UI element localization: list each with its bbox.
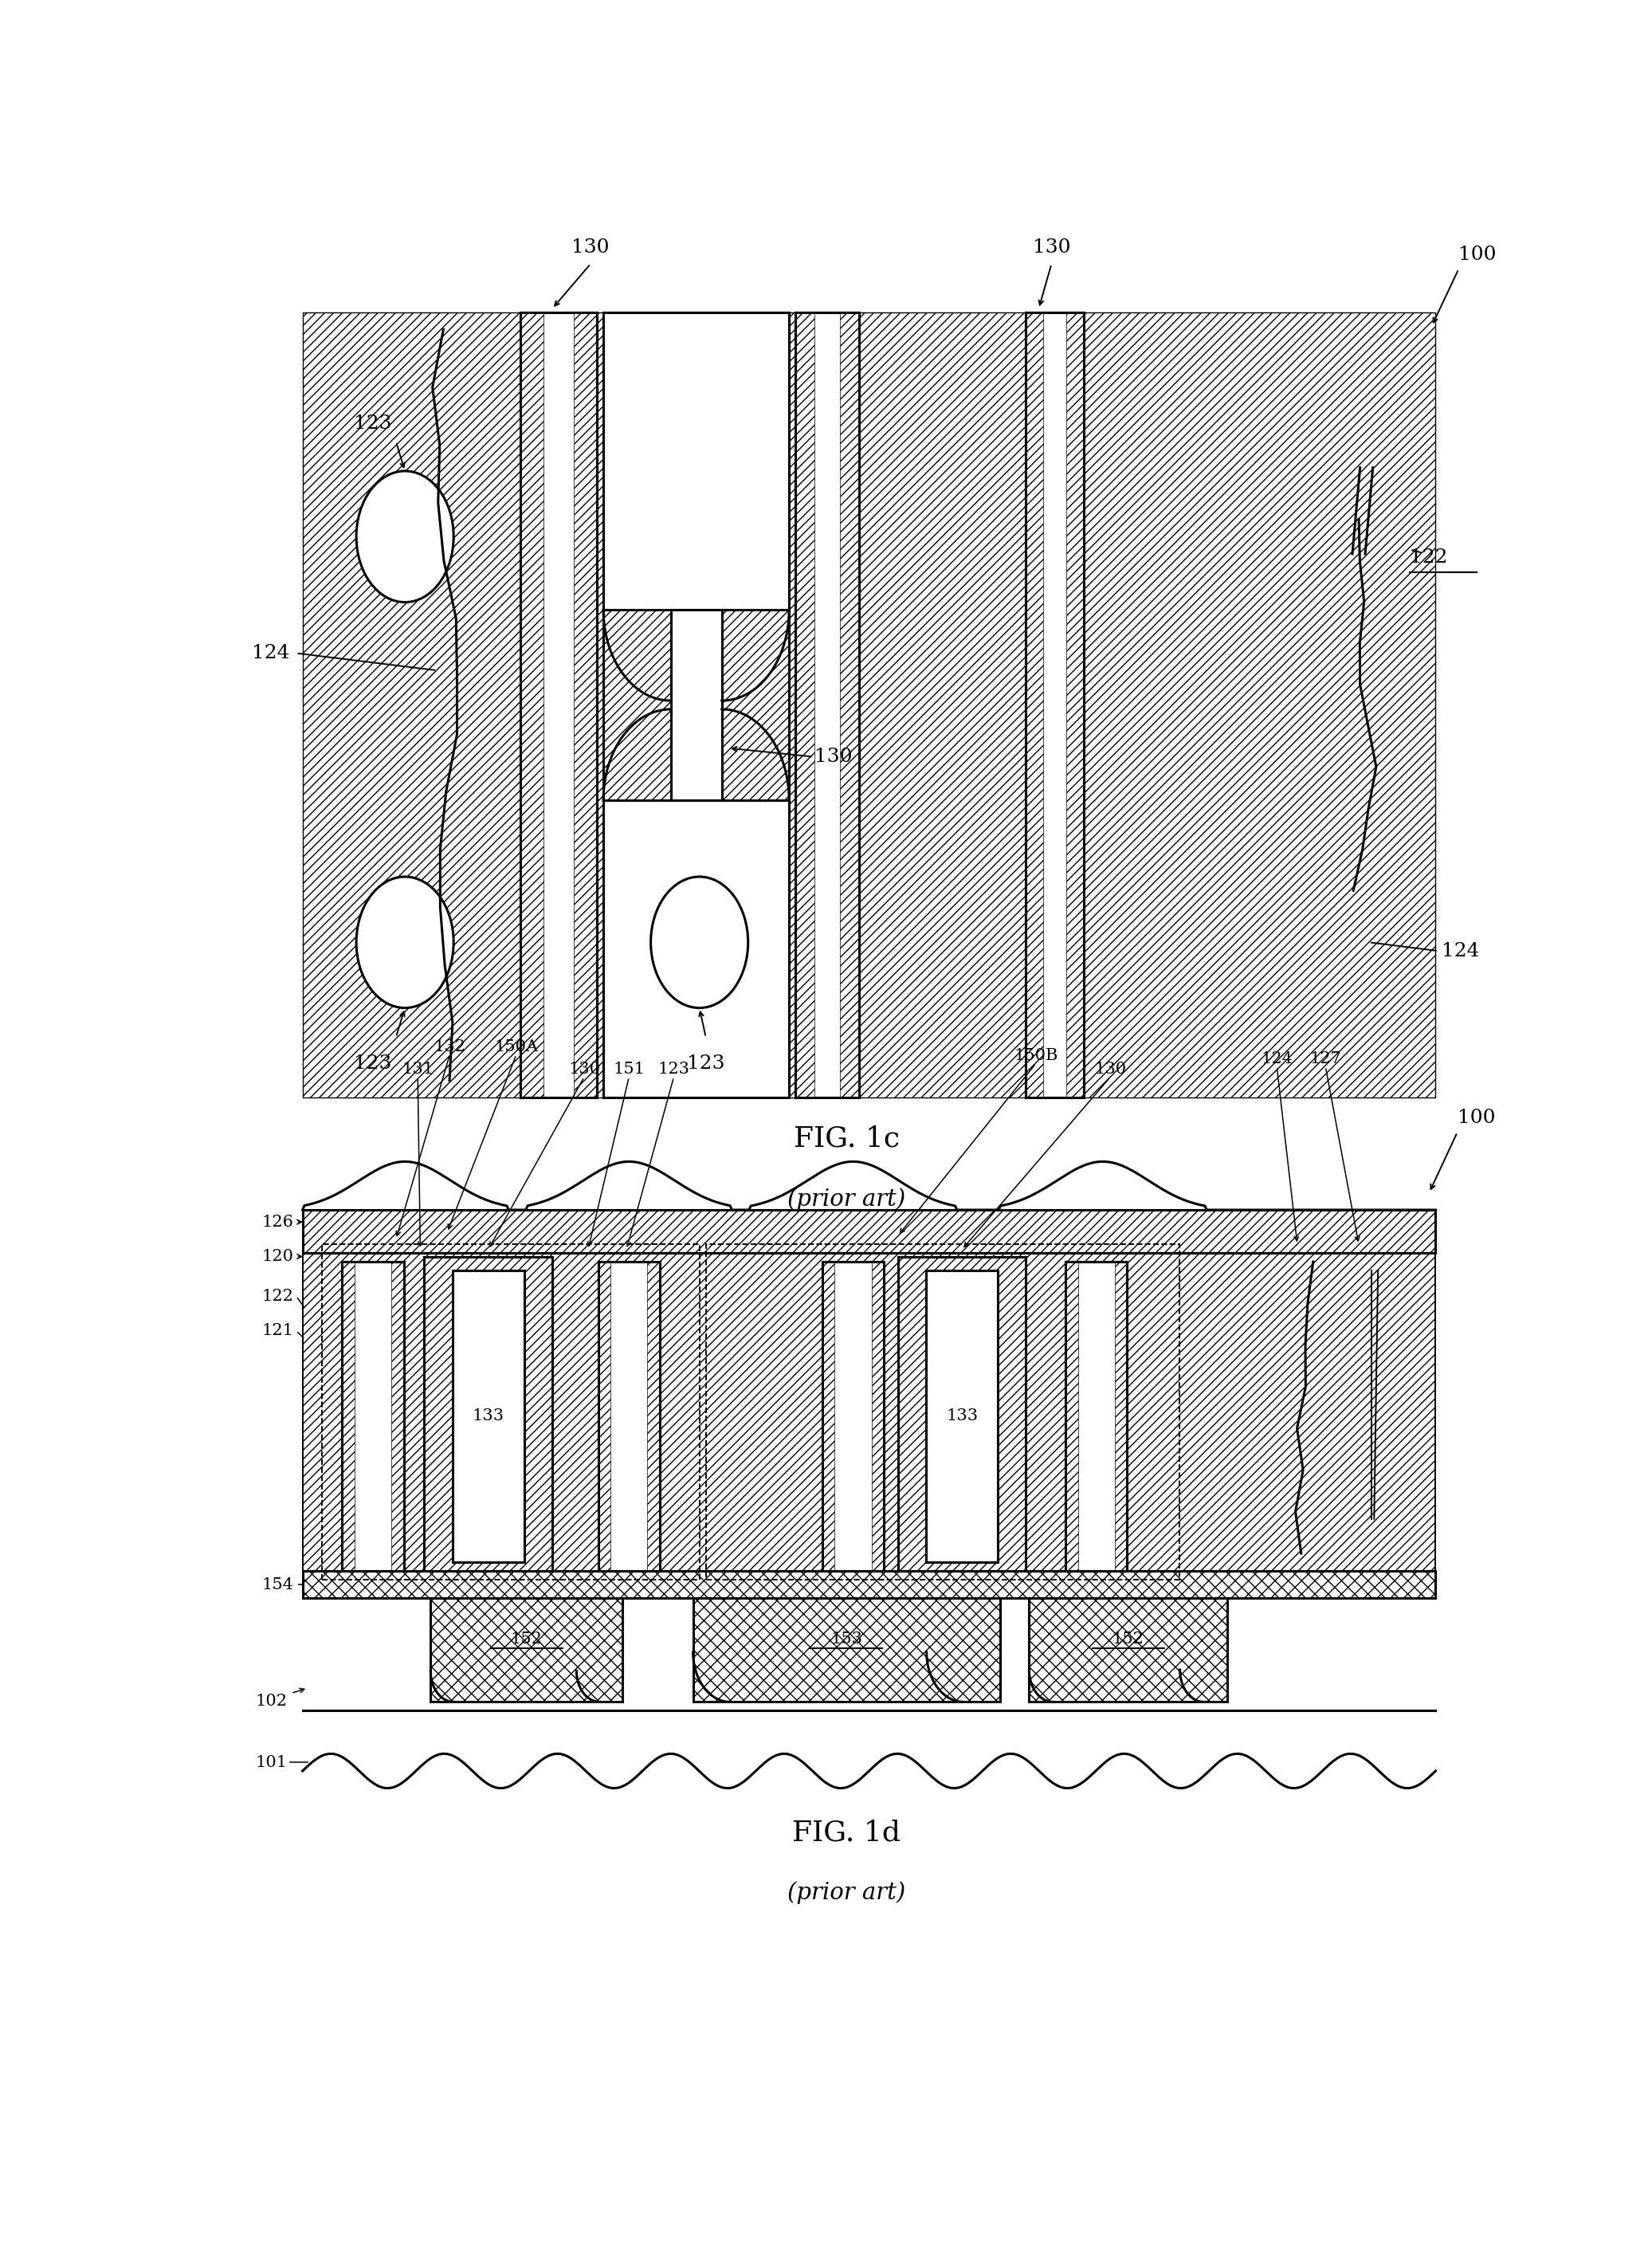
Bar [648,1262,659,1572]
Bar [927,1271,998,1563]
Text: 100: 100 [1457,1110,1495,1128]
Text: 132: 132 [434,1040,466,1054]
Text: 130: 130 [814,747,852,767]
Text: FIG. 1d: FIG. 1d [793,1818,900,1847]
Circle shape [357,471,454,603]
Bar [392,1262,403,1572]
Bar [1066,1262,1127,1572]
Text: 154: 154 [261,1576,294,1592]
Bar [859,312,1026,1099]
Bar [520,312,544,1099]
Text: 152: 152 [1112,1632,1145,1646]
Bar [342,1262,403,1572]
Text: 151: 151 [613,1063,644,1076]
Text: 130: 130 [1094,1063,1127,1076]
Bar [1115,1262,1127,1572]
Text: 130: 130 [572,238,610,258]
Bar [322,1244,699,1578]
Bar [1084,312,1436,1099]
Bar [573,312,596,1099]
Text: (prior art): (prior art) [788,1188,905,1211]
Text: 102: 102 [256,1693,287,1708]
Bar [342,1262,403,1572]
Text: 122: 122 [1411,549,1447,567]
Bar [603,610,671,800]
Text: 122: 122 [261,1289,294,1305]
Bar [823,1262,834,1572]
Text: 121: 121 [261,1323,294,1338]
Text: (prior art): (prior art) [788,1881,905,1903]
Text: 120: 120 [261,1249,294,1264]
Bar [1026,312,1042,1099]
Bar [598,1262,659,1572]
Text: FIG. 1c: FIG. 1c [793,1125,900,1152]
Bar [603,800,790,1099]
Bar [796,312,814,1099]
Bar [603,312,790,610]
Text: 150B: 150B [1014,1047,1059,1063]
Bar [425,1256,552,1572]
Text: 124: 124 [1442,942,1480,960]
Circle shape [357,877,454,1009]
Text: 127: 127 [1310,1051,1341,1067]
Bar [1066,1262,1077,1572]
Bar [1026,312,1084,1099]
Bar [598,1262,611,1572]
Bar [302,1572,1436,1599]
Bar [841,312,859,1099]
Bar [899,1256,1026,1572]
Bar [796,312,859,1099]
Bar [302,312,520,1099]
Bar [520,312,596,1099]
Text: 126: 126 [261,1215,294,1229]
Text: 101: 101 [254,1755,287,1769]
Text: 123: 123 [687,1054,725,1074]
Bar [705,1244,1180,1578]
Bar [722,610,790,800]
Bar [823,1262,884,1572]
Text: 153: 153 [831,1632,862,1646]
Bar [1026,312,1084,1099]
Bar [520,312,596,1099]
Bar [671,610,722,800]
Text: 133: 133 [947,1408,978,1424]
Text: 130: 130 [1032,238,1070,258]
Bar [453,1271,524,1563]
Bar [1029,1599,1227,1702]
Text: 124: 124 [251,643,289,661]
Bar [694,1599,1001,1702]
Circle shape [651,877,748,1009]
Bar [342,1262,355,1572]
Text: 100: 100 [1459,247,1497,265]
Text: 152: 152 [510,1632,542,1646]
Text: 123: 123 [354,1054,392,1074]
Text: 123: 123 [657,1063,691,1076]
Bar [796,312,859,1099]
Bar [302,1211,1436,1253]
Bar [302,1253,1436,1572]
Bar [431,1599,623,1702]
Text: 150A: 150A [494,1040,539,1054]
Bar [1066,312,1084,1099]
Bar [598,1262,659,1572]
Text: 131: 131 [401,1063,434,1076]
Bar [1066,1262,1127,1572]
Text: 133: 133 [472,1408,504,1424]
Bar [596,312,796,1099]
Text: 124: 124 [1260,1051,1294,1067]
Bar [823,1262,884,1572]
Text: 130: 130 [568,1063,600,1076]
Bar [872,1262,884,1572]
Text: 123: 123 [354,415,392,433]
